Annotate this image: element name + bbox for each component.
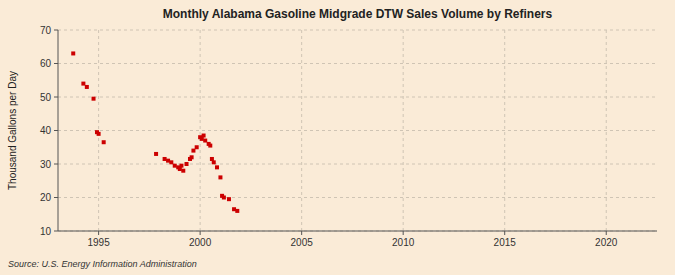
y-axis-label: Thousand Gallons per Day — [7, 71, 18, 190]
x-tick-label: 2010 — [392, 237, 415, 248]
point — [218, 175, 222, 179]
x-tick — [606, 231, 607, 235]
grid-line-x — [606, 30, 607, 231]
point — [163, 157, 167, 161]
y-tick-label: 60 — [40, 58, 52, 69]
grid-line-y — [58, 97, 657, 98]
point — [97, 132, 101, 136]
grid-line-x — [200, 30, 201, 231]
x-tick — [301, 231, 302, 235]
point — [222, 196, 226, 200]
background — [0, 0, 675, 275]
title: Monthly Alabama Gasoline Midgrade DTW Sa… — [163, 7, 553, 21]
x-tick-label: 2000 — [189, 237, 212, 248]
point — [179, 164, 183, 168]
grid-line-x — [403, 30, 404, 231]
point — [185, 162, 189, 166]
point — [190, 155, 194, 159]
y-tick — [54, 97, 58, 98]
point — [102, 140, 106, 144]
point — [173, 164, 177, 168]
point — [202, 134, 206, 138]
grid-line-y — [58, 197, 657, 198]
points — [71, 51, 239, 212]
point — [169, 160, 173, 164]
y-tick — [54, 231, 58, 232]
point — [85, 85, 89, 89]
point — [71, 51, 75, 55]
x-tick-label: 2005 — [291, 237, 314, 248]
y-tick-label: 40 — [40, 125, 52, 136]
point — [208, 144, 212, 148]
y-tick-label: 20 — [40, 192, 52, 203]
point — [154, 152, 158, 156]
grid-line-x — [301, 30, 302, 231]
point — [92, 97, 96, 101]
y-tick — [54, 130, 58, 131]
x-tick — [504, 231, 505, 235]
y-tick — [54, 197, 58, 198]
chart: 1995 2000 2005 2010 2015 2020 10 20 30 40 50 60 70 Th… — [0, 0, 675, 275]
axes: 1995 2000 2005 2010 2015 2020 10 20 30 40 50 60 70 — [40, 25, 657, 249]
grid-line-y — [58, 30, 657, 31]
x-tick-label: 1995 — [87, 237, 110, 248]
y-tick-label: 30 — [40, 159, 52, 170]
y-tick — [54, 30, 58, 31]
point — [203, 139, 207, 143]
y-tick — [54, 164, 58, 165]
y-tick-label: 50 — [40, 92, 52, 103]
point — [212, 160, 216, 164]
x-axis-line — [58, 231, 657, 232]
point — [81, 82, 85, 86]
point — [227, 197, 231, 201]
grid-line-y — [58, 231, 657, 232]
y-tick-label: 10 — [40, 226, 52, 237]
x-tick-label: 2020 — [595, 237, 618, 248]
grid — [58, 30, 657, 231]
x-tick-label: 2015 — [494, 237, 517, 248]
grid-line-y — [58, 63, 657, 64]
grid-line-y — [58, 130, 657, 131]
point — [181, 169, 185, 173]
point — [235, 209, 239, 213]
point — [215, 165, 219, 169]
point — [195, 145, 199, 149]
x-tick — [200, 231, 201, 235]
x-tick — [98, 231, 99, 235]
grid-line-y — [58, 164, 657, 165]
source-note: Source: U.S. Energy Information Administ… — [8, 259, 197, 269]
grid-line-x — [504, 30, 505, 231]
y-tick-label: 70 — [40, 25, 52, 36]
y-tick — [54, 63, 58, 64]
x-tick — [403, 231, 404, 235]
